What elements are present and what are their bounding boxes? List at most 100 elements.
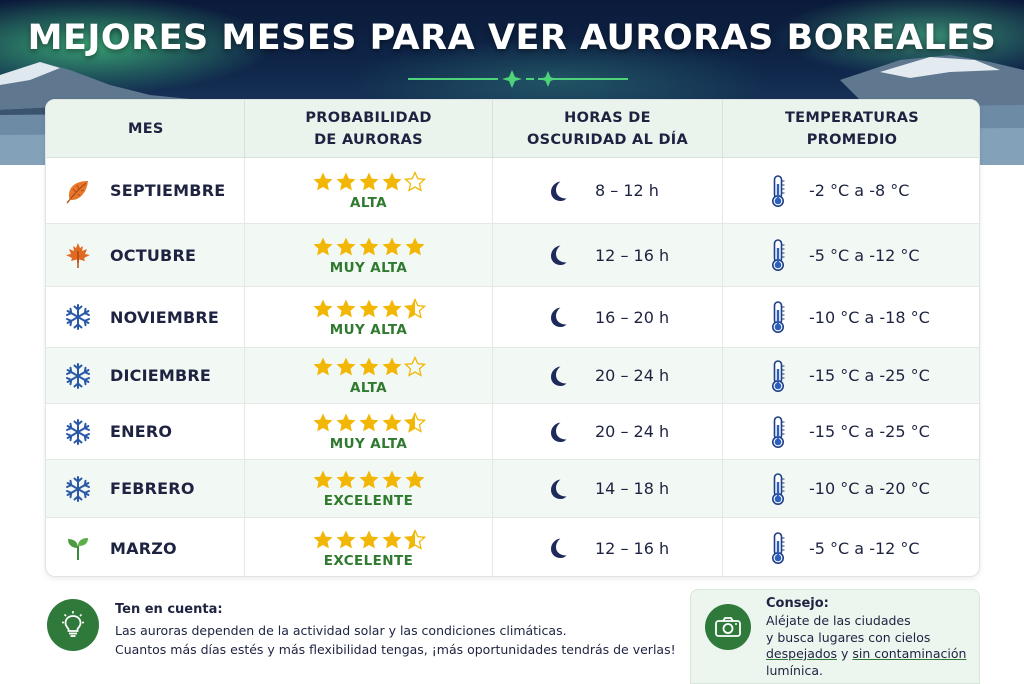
probability-label: MUY ALTA — [329, 321, 408, 338]
title-ornament — [408, 70, 628, 88]
moon-icon — [545, 243, 569, 267]
lightbulb-icon — [47, 599, 99, 651]
star-icon — [312, 298, 334, 320]
star-rating — [312, 528, 426, 552]
note-line-2: Cuantos más días estés y más flexibilida… — [115, 642, 676, 657]
star-icon — [312, 529, 334, 551]
star-icon — [358, 356, 380, 378]
cell-probability: ALTA — [245, 158, 493, 223]
tip-title: Consejo: — [766, 596, 829, 611]
moon-icon — [545, 305, 569, 329]
month-name: MARZO — [110, 538, 177, 558]
thermometer-icon — [769, 472, 787, 506]
probability-label: MUY ALTA — [329, 436, 408, 452]
star-rating — [312, 355, 426, 379]
sprout-icon — [64, 534, 92, 562]
autumn-leaf-icon — [64, 177, 92, 205]
aurora-months-table: MES PROBABILIDAD DE AURORAS HORAS DE OSC… — [45, 99, 980, 577]
cell-probability: EXCELENTE — [245, 518, 493, 576]
star-icon — [335, 356, 357, 378]
table-body: SEPTIEMBRE ALTA 8 – 12 h -2 °C a -8 °C OCTUB… — [46, 158, 979, 576]
temperature-range: -5 °C a -12 °C — [809, 245, 920, 265]
star-icon — [381, 356, 403, 378]
star-rating — [312, 297, 426, 321]
tip-text: Aléjate de las ciudades y busca lugares … — [766, 613, 976, 679]
cell-temperature: -10 °C a -18 °C — [723, 287, 979, 347]
tip-highlight-2: sin contaminación — [852, 646, 967, 661]
month-name: DICIEMBRE — [110, 366, 212, 385]
star-rating — [312, 170, 426, 194]
star-icon — [403, 297, 426, 320]
moon-icon — [545, 364, 569, 388]
cell-probability: EXCELENTE — [245, 460, 493, 517]
star-icon — [404, 469, 426, 491]
table-row: NOVIEMBRE MUY ALTA 16 – 20 h -10 °C a -18 °… — [46, 287, 979, 348]
table-row: DICIEMBRE ALTA 20 – 24 h -15 °C a -25 °C — [46, 348, 979, 404]
header-probability-line2: DE AURORAS — [314, 131, 423, 148]
star-icon — [335, 298, 357, 320]
tip-connector: y — [837, 646, 853, 661]
cell-temperature: -5 °C a -12 °C — [723, 518, 979, 576]
star-icon — [312, 469, 334, 491]
temperature-range: -15 °C a -25 °C — [809, 422, 930, 441]
header-temperature-line1: TEMPERATURAS — [784, 109, 920, 126]
star-icon — [358, 298, 380, 320]
star-icon — [312, 356, 334, 378]
cell-month: MARZO — [46, 518, 245, 576]
cell-probability: MUY ALTA — [245, 287, 493, 347]
tip-line-1: Aléjate de las ciudades — [766, 613, 911, 628]
cell-temperature: -5 °C a -12 °C — [723, 224, 979, 286]
snowflake-icon — [64, 475, 92, 503]
cell-month: SEPTIEMBRE — [46, 158, 245, 223]
star-rating — [312, 235, 426, 259]
header-darkness-line1: HORAS DE — [564, 109, 651, 126]
header-temperature-line2: PROMEDIO — [806, 131, 898, 148]
darkness-hours: 20 – 24 h — [595, 366, 670, 385]
month-name: OCTUBRE — [110, 245, 197, 265]
darkness-hours: 12 – 16 h — [595, 538, 670, 558]
cell-darkness: 16 – 20 h — [493, 287, 723, 347]
star-icon — [381, 236, 403, 258]
thermometer-icon — [769, 359, 787, 393]
header-temperature: TEMPERATURAS PROMEDIO — [723, 100, 979, 157]
star-icon — [403, 528, 426, 551]
cell-darkness: 12 – 16 h — [493, 518, 723, 576]
star-icon — [335, 236, 357, 258]
header-month-label: MES — [128, 120, 164, 137]
cell-temperature: -15 °C a -25 °C — [723, 404, 979, 459]
cell-probability: ALTA — [245, 348, 493, 403]
table-row: MARZO EXCELENTE 12 – 16 h -5 °C a -12 °C — [46, 518, 979, 576]
star-icon — [381, 171, 403, 193]
star-icon — [312, 171, 334, 193]
star-icon — [381, 412, 403, 434]
star-icon — [404, 236, 426, 258]
darkness-hours: 16 – 20 h — [595, 307, 670, 327]
temperature-range: -15 °C a -25 °C — [809, 366, 930, 385]
moon-icon — [545, 536, 569, 560]
star-icon — [358, 469, 380, 491]
cell-probability: MUY ALTA — [245, 224, 493, 286]
thermometer-icon — [769, 238, 787, 272]
darkness-hours: 20 – 24 h — [595, 422, 670, 441]
table-row: OCTUBRE MUY ALTA 12 – 16 h -5 °C a -12 °C — [46, 224, 979, 287]
star-rating — [312, 468, 426, 492]
thermometer-icon — [769, 300, 787, 334]
tip-line-2: y busca lugares con cielos — [766, 629, 931, 645]
darkness-hours: 12 – 16 h — [595, 245, 670, 265]
cell-darkness: 14 – 18 h — [493, 460, 723, 517]
cell-month: ENERO — [46, 404, 245, 459]
month-name: ENERO — [110, 422, 173, 441]
cell-darkness: 20 – 24 h — [493, 348, 723, 403]
star-icon — [403, 355, 426, 378]
cell-month: NOVIEMBRE — [46, 287, 245, 347]
note-title: Ten en cuenta: — [115, 602, 223, 617]
star-rating — [312, 411, 426, 435]
table-row: FEBRERO EXCELENTE 14 – 18 h -10 °C a -20 °C — [46, 460, 979, 518]
header-darkness-line2: OSCURIDAD AL DÍA — [526, 131, 689, 148]
probability-label: EXCELENTE — [323, 493, 414, 509]
thermometer-icon — [769, 531, 787, 565]
cell-temperature: -15 °C a -25 °C — [723, 348, 979, 403]
temperature-range: -2 °C a -8 °C — [809, 181, 910, 200]
star-icon — [381, 298, 403, 320]
page-title: MEJORES MESES PARA VER AURORAS BOREALES — [27, 18, 997, 58]
